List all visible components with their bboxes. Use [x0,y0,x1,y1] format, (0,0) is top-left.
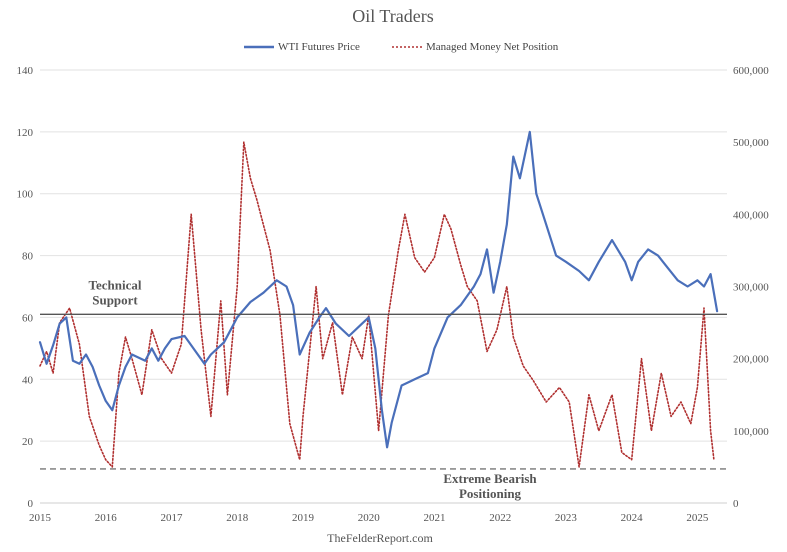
y-right-tick-label: 0 [733,498,739,510]
legend-label-wti: WTI Futures Price [278,41,360,53]
y-left-tick-label: 100 [17,189,34,201]
x-tick-label: 2016 [95,512,118,524]
source-credit: TheFelderReport.com [327,531,433,545]
x-tick-label: 2025 [686,512,709,524]
y-left-tick-label: 0 [28,498,34,510]
y-right-tick-label: 300,000 [733,282,769,294]
gridlines [40,69,727,504]
y-axis-right: 0 100,000 200,000 300,000 400,000 500,000 600,… [733,65,769,510]
support-label-line1: Technical [89,277,142,292]
bearish-label-line2: Positioning [459,486,522,501]
chart-title: Oil Traders [352,6,434,26]
x-tick-label: 2022 [489,512,511,524]
y-left-tick-label: 20 [22,436,34,448]
support-label-line2: Support [92,292,138,307]
bearish-label-line1: Extreme Bearish [443,471,537,486]
x-tick-label: 2020 [358,512,381,524]
series-line-managed-money [39,141,715,468]
y-right-tick-label: 400,000 [733,209,769,221]
legend-label-managed-money: Managed Money Net Position [426,41,559,53]
series-line-wti [38,130,719,449]
y-right-tick-label: 600,000 [733,65,769,77]
x-axis: 2015 2016 2017 2018 2019 2020 2021 2022 2023 2024… [29,512,709,524]
y-axis-left: 0 20 40 60 80 100 120 140 [17,65,34,510]
y-left-tick-label: 80 [22,251,34,263]
y-left-tick-label: 140 [17,65,34,77]
y-right-tick-label: 100,000 [733,426,769,438]
y-left-tick-label: 60 [22,312,34,324]
x-tick-label: 2021 [423,512,445,524]
series-lines [38,130,719,468]
legend: WTI Futures Price Managed Money Net Posi… [244,41,559,53]
x-tick-label: 2015 [29,512,52,524]
y-left-tick-label: 120 [17,127,34,139]
x-tick-label: 2024 [621,512,644,524]
x-tick-label: 2019 [292,512,315,524]
x-tick-label: 2017 [160,512,183,524]
y-right-tick-label: 500,000 [733,137,769,149]
y-left-tick-label: 40 [22,374,34,386]
x-tick-label: 2018 [226,512,249,524]
y-right-tick-label: 200,000 [733,354,769,366]
x-tick-label: 2023 [555,512,578,524]
